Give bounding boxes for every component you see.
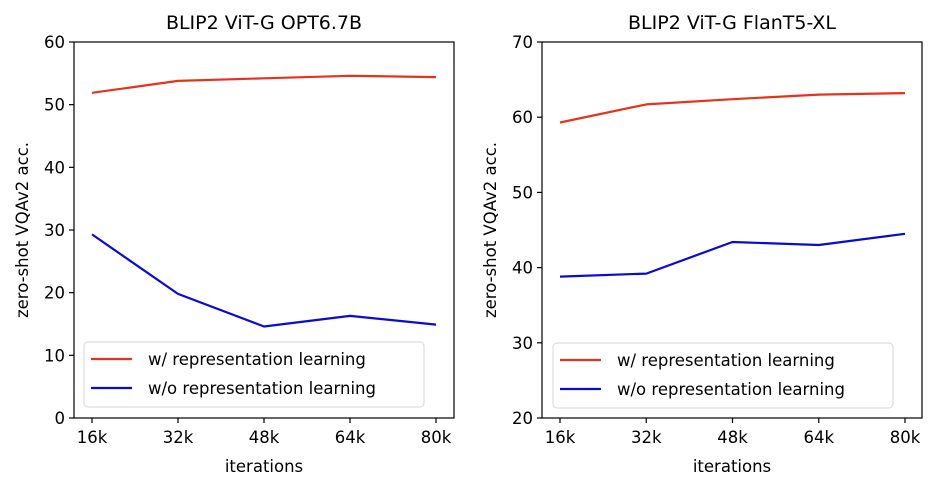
axes-frame bbox=[73, 41, 455, 419]
plot-area: 20 30 40 50 60 70 16k 32k 48k 64k 80k w/ representa… bbox=[512, 33, 923, 447]
y-tick-label: 60 bbox=[512, 108, 533, 127]
plot-area: 0 10 20 30 40 50 60 16k 32k 48k 64k 80k w/ represent… bbox=[44, 33, 455, 447]
chart-title: BLIP2 ViT-G FlanT5-XL bbox=[628, 12, 836, 34]
x-tick-label: 48k bbox=[249, 428, 280, 447]
x-tick-label: 64k bbox=[335, 428, 366, 447]
y-tick-label: 0 bbox=[55, 409, 66, 428]
x-tick-label: 16k bbox=[545, 428, 576, 447]
y-axis-label: zero-shot VQAv2 acc. bbox=[13, 142, 32, 318]
legend: w/ representation learning w/o representa… bbox=[83, 341, 425, 408]
chart-title: BLIP2 ViT-G OPT6.7B bbox=[166, 12, 362, 34]
legend-box bbox=[83, 341, 425, 408]
y-axis-label: zero-shot VQAv2 acc. bbox=[481, 142, 500, 318]
y-tick-label: 30 bbox=[512, 334, 533, 353]
y-tick-label: 60 bbox=[44, 33, 65, 52]
y-tick-label: 40 bbox=[512, 259, 533, 278]
legend-label: w/ representation learning bbox=[148, 350, 366, 369]
y-tick-label: 20 bbox=[512, 409, 533, 428]
series-line-with-rep-learning bbox=[559, 92, 906, 124]
x-tick-label: 32k bbox=[163, 428, 194, 447]
legend-box bbox=[552, 342, 894, 409]
y-tick-label: 30 bbox=[44, 221, 65, 240]
legend-label: w/o representation learning bbox=[617, 380, 845, 399]
x-tick-label: 80k bbox=[890, 428, 921, 447]
series-line-without-rep-learning bbox=[91, 233, 437, 328]
y-tick-label: 40 bbox=[44, 158, 65, 177]
series-line-without-rep-learning bbox=[559, 232, 906, 278]
y-tick-label: 20 bbox=[44, 284, 65, 303]
series-line-with-rep-learning bbox=[91, 74, 437, 94]
axes-frame bbox=[541, 41, 923, 419]
chart-flant5xl: BLIP2 ViT-G FlanT5-XL 20 30 40 50 60 70 16k 32k… bbox=[481, 12, 923, 476]
y-tick-label: 50 bbox=[44, 96, 65, 115]
x-axis-label: iterations bbox=[693, 457, 771, 476]
x-tick-label: 48k bbox=[717, 428, 748, 447]
x-tick-label: 80k bbox=[421, 428, 452, 447]
x-tick-label: 32k bbox=[631, 428, 662, 447]
y-tick-label: 70 bbox=[512, 33, 533, 52]
legend-label: w/ representation learning bbox=[617, 351, 835, 370]
x-tick-label: 16k bbox=[77, 428, 108, 447]
legend-label: w/o representation learning bbox=[148, 379, 376, 398]
chart-opt67b: BLIP2 ViT-G OPT6.7B 0 10 20 30 40 50 60 16k 32k 4… bbox=[13, 12, 455, 476]
y-tick-label: 50 bbox=[512, 183, 533, 202]
y-tick-label: 10 bbox=[44, 346, 65, 365]
x-axis-label: iterations bbox=[225, 457, 303, 476]
x-tick-label: 64k bbox=[803, 428, 834, 447]
legend: w/ representation learning w/o representa… bbox=[552, 342, 894, 409]
